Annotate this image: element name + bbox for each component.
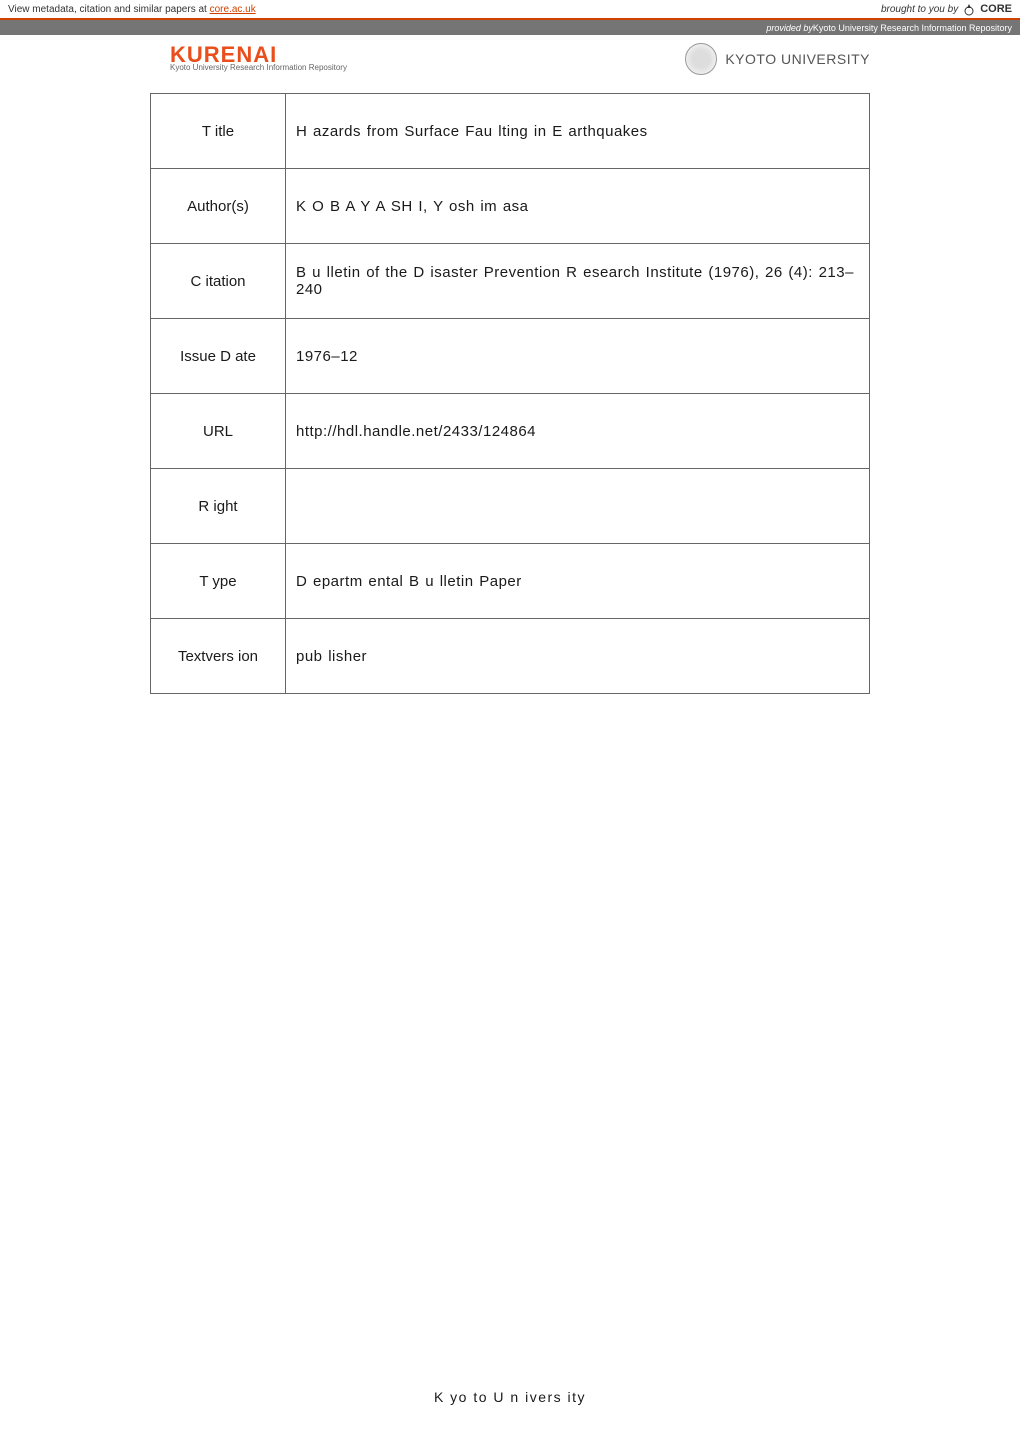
metadata-value: http://hdl.handle.net/2433/124864 (286, 394, 870, 469)
metadata-label: URL (151, 394, 286, 469)
provided-by-text: provided by (766, 23, 813, 33)
header-row: KURENAI Kyoto University Research Inform… (0, 35, 1020, 83)
metadata-value: H azards from Surface Fau lting in E art… (286, 94, 870, 169)
metadata-value: 1976–12 (286, 319, 870, 394)
table-row: Author(s)K O B A Y A SH I, Y osh im asa (151, 169, 870, 244)
metadata-label: Issue D ate (151, 319, 286, 394)
table-row: T itleH azards from Surface Fau lting in… (151, 94, 870, 169)
metadata-table: T itleH azards from Surface Fau lting in… (150, 93, 870, 694)
footer: K yo to U n ivers ity (0, 1389, 1020, 1405)
metadata-value: B u lletin of the D isaster Prevention R… (286, 244, 870, 319)
metadata-value (286, 469, 870, 544)
table-row: R ight (151, 469, 870, 544)
metadata-label: T itle (151, 94, 286, 169)
core-brand: CORE (980, 3, 1012, 15)
metadata-label: R ight (151, 469, 286, 544)
kurenai-logo: KURENAI Kyoto University Research Inform… (170, 46, 347, 73)
table-row: URLhttp://hdl.handle.net/2433/124864 (151, 394, 870, 469)
metadata-value: pub lisher (286, 619, 870, 694)
kyoto-logo: KYOTO UNIVERSITY (685, 43, 870, 75)
metadata-value: D epartm ental B u lletin Paper (286, 544, 870, 619)
core-icon (962, 2, 976, 16)
core-link[interactable]: core.ac.uk (210, 4, 256, 15)
table-row: C itationB u lletin of the D isaster Pre… (151, 244, 870, 319)
metadata-prefix: View metadata, citation and similar pape… (8, 4, 210, 15)
metadata-label: Textvers ion (151, 619, 286, 694)
top-bar-right: brought to you by CORE (881, 2, 1012, 16)
kyoto-university-text: KYOTO UNIVERSITY (725, 51, 870, 67)
top-bar: View metadata, citation and similar pape… (0, 0, 1020, 20)
kurenai-text: KURENAI (170, 46, 347, 64)
metadata-value: K O B A Y A SH I, Y osh im asa (286, 169, 870, 244)
kyoto-seal-icon (685, 43, 717, 75)
sub-bar: provided by Kyoto University Research In… (0, 20, 1020, 35)
metadata-label: Author(s) (151, 169, 286, 244)
table-row: Issue D ate1976–12 (151, 319, 870, 394)
brought-by-text: brought to you by (881, 4, 958, 15)
table-row: Textvers ionpub lisher (151, 619, 870, 694)
metadata-label: T ype (151, 544, 286, 619)
metadata-label: C itation (151, 244, 286, 319)
table-row: T ypeD epartm ental B u lletin Paper (151, 544, 870, 619)
repository-source: Kyoto University Research Information Re… (813, 23, 1012, 33)
kurenai-subtitle: Kyoto University Research Information Re… (170, 63, 347, 72)
top-bar-left: View metadata, citation and similar pape… (8, 4, 256, 15)
